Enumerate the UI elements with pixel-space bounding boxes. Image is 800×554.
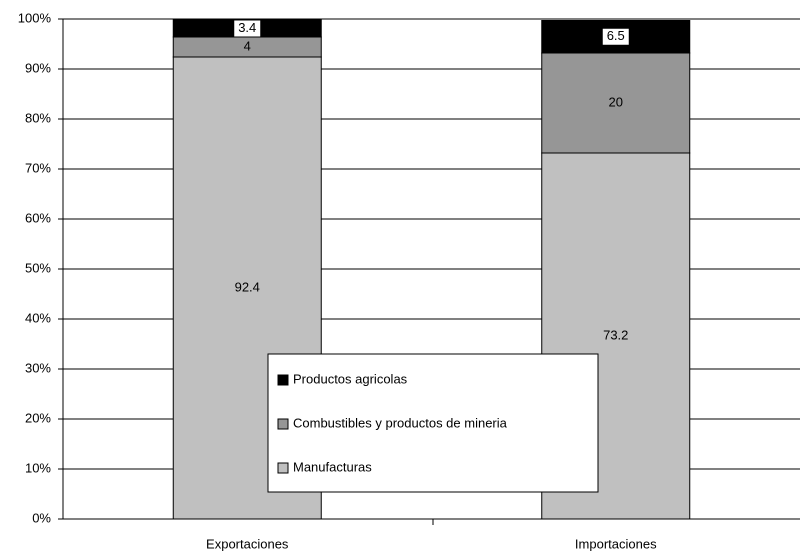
legend-swatch bbox=[277, 418, 289, 430]
data-label: 3.4 bbox=[238, 20, 256, 35]
legend-swatch bbox=[277, 462, 289, 474]
y-tick-label: 80% bbox=[25, 110, 51, 125]
legend-swatch bbox=[277, 374, 289, 386]
data-label: 20 bbox=[609, 94, 623, 109]
label-background bbox=[234, 20, 261, 37]
data-label: 4 bbox=[244, 38, 251, 53]
y-tick-label: 30% bbox=[25, 360, 51, 375]
y-tick-label: 90% bbox=[25, 60, 51, 75]
x-tick-label: Exportaciones bbox=[206, 536, 289, 551]
legend-box bbox=[267, 353, 599, 493]
y-tick-label: 40% bbox=[25, 310, 51, 325]
label-background bbox=[602, 28, 629, 45]
y-tick-label: 100% bbox=[18, 10, 52, 25]
data-label: 73.2 bbox=[603, 327, 628, 342]
data-label: 6.5 bbox=[607, 28, 625, 43]
y-tick-label: 20% bbox=[25, 410, 51, 425]
bar-segment bbox=[541, 52, 691, 154]
y-tick-label: 10% bbox=[25, 460, 51, 475]
y-tick-label: 70% bbox=[25, 160, 51, 175]
y-tick-label: 0% bbox=[32, 510, 51, 525]
data-label: 92.4 bbox=[235, 279, 260, 294]
legend: Productos agricolas Combustibles y produc… bbox=[267, 353, 599, 493]
legend-label: Productos agricolas bbox=[293, 371, 408, 386]
y-tick-label: 60% bbox=[25, 210, 51, 225]
y-tick-label: 50% bbox=[25, 260, 51, 275]
legend-label: Combustibles y productos de mineria bbox=[293, 415, 508, 430]
x-tick-label: Importaciones bbox=[575, 536, 657, 551]
legend-label: Manufacturas bbox=[293, 459, 372, 474]
